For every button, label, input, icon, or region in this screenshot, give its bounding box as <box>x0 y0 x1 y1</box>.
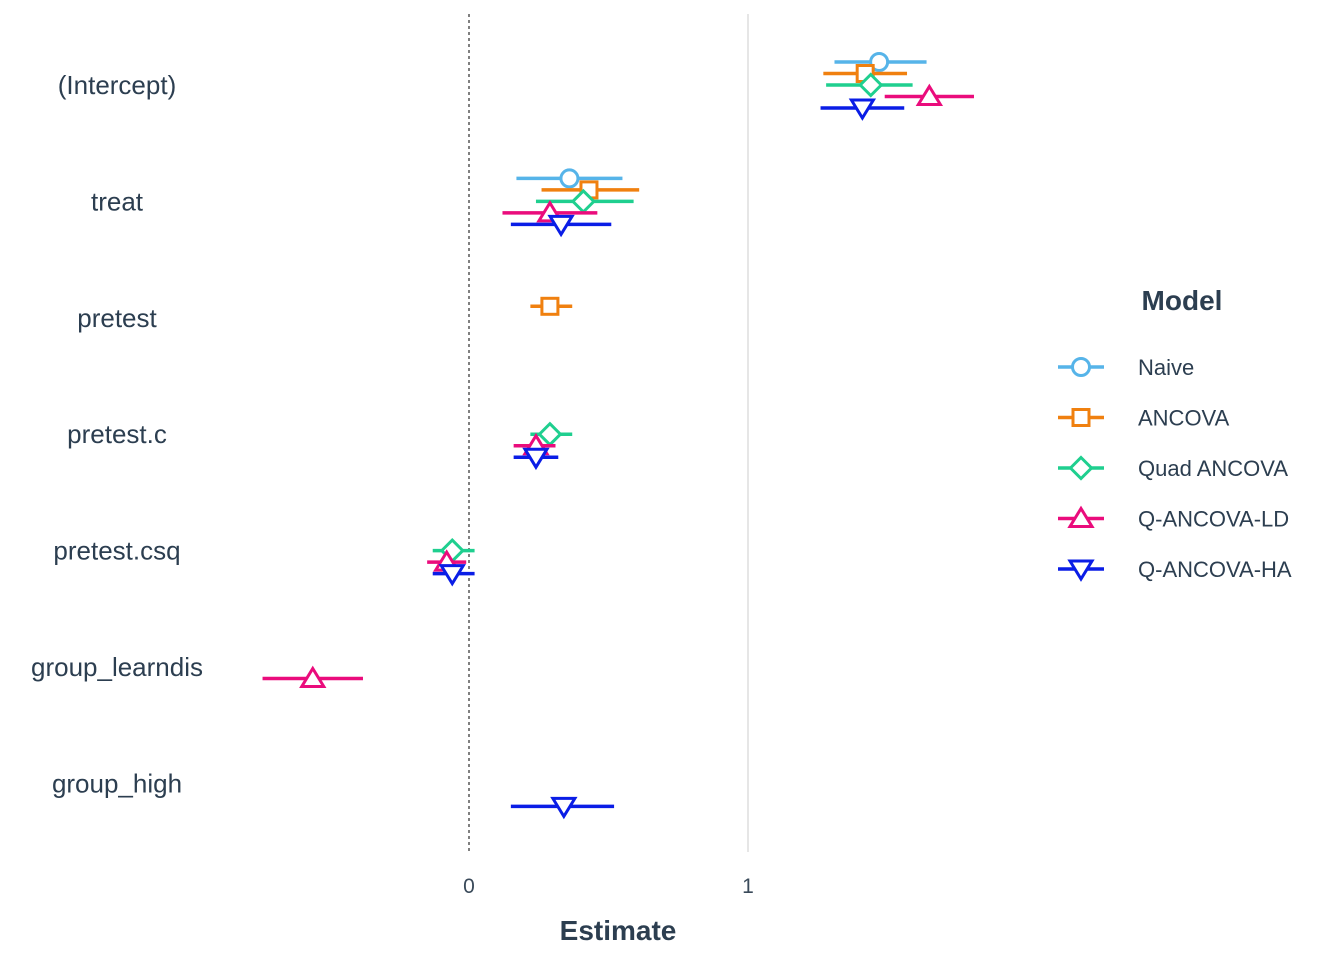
legend-item-ancova: ANCOVA <box>1058 406 1230 431</box>
point-q-ancova-ld-group-learndis <box>299 665 327 688</box>
series-ancova <box>530 64 908 316</box>
legend-label: Q-ANCOVA-LD <box>1138 507 1289 532</box>
term-label-treat: treat <box>91 186 144 216</box>
legend-label: Quad ANCOVA <box>1138 456 1288 481</box>
term-labels: (Intercept) treat pretest pretest.c pretest.… <box>31 70 203 798</box>
series-naive <box>516 52 927 189</box>
point-q-ancova-ha-treat <box>547 214 575 238</box>
legend-label: ANCOVA <box>1138 406 1230 431</box>
point-naive-intercept <box>869 52 890 72</box>
point-q-ancova-ha-intercept <box>848 98 877 121</box>
term-label-group-learndis: group_learndis <box>31 652 203 682</box>
point-ancova-pretest <box>540 296 560 316</box>
term-label-pretest: pretest <box>77 303 157 333</box>
series-q-ancova-ha <box>432 98 905 820</box>
term-label-intercept: (Intercept) <box>58 70 177 100</box>
legend-item-quad-ancova: Quad ANCOVA <box>1058 455 1288 481</box>
series-q-ancova-ld <box>262 83 974 688</box>
estimate-marks <box>262 52 974 820</box>
legend-title: Model <box>1142 285 1223 316</box>
term-label-pretest-csq: pretest.csq <box>53 536 180 566</box>
legend: Model Naive ANCOVA Quad ANCOVA Q-ANCOVA-LD Q… <box>1058 285 1292 582</box>
point-q-ancova-ha-group-high <box>550 796 578 820</box>
legend-item-q-ancova-ha: Q-ANCOVA-HA <box>1058 557 1292 582</box>
legend-label: Q-ANCOVA-HA <box>1138 557 1292 582</box>
legend-label: Naive <box>1138 355 1194 380</box>
x-tick-label-1: 1 <box>742 875 754 898</box>
point-q-ancova-ld-intercept <box>915 83 944 106</box>
legend-key-diamond-icon <box>1068 455 1094 481</box>
point-quad-ancova-intercept <box>858 72 884 98</box>
x-axis-title: Estimate <box>560 915 677 946</box>
point-naive-treat <box>559 168 580 189</box>
legend-key-triangle-down-icon <box>1067 559 1095 582</box>
legend-item-naive: Naive <box>1058 355 1194 380</box>
x-tick-label-0: 0 <box>463 875 475 898</box>
legend-key-square-icon <box>1071 408 1091 427</box>
term-label-group-high: group_high <box>52 768 182 798</box>
legend-key-circle-icon <box>1071 357 1091 377</box>
point-q-ancova-ha-pretest-c <box>522 447 550 471</box>
point-q-ancova-ha-pretest-csq <box>438 564 466 587</box>
legend-item-q-ancova-ld: Q-ANCOVA-LD <box>1058 505 1289 532</box>
term-label-pretest-c: pretest.c <box>67 419 167 449</box>
series-quad-ancova <box>432 72 913 564</box>
point-quad-ancova-pretest-c <box>537 421 563 447</box>
reference-lines <box>468 14 749 852</box>
legend-key-triangle-up-icon <box>1067 505 1095 528</box>
